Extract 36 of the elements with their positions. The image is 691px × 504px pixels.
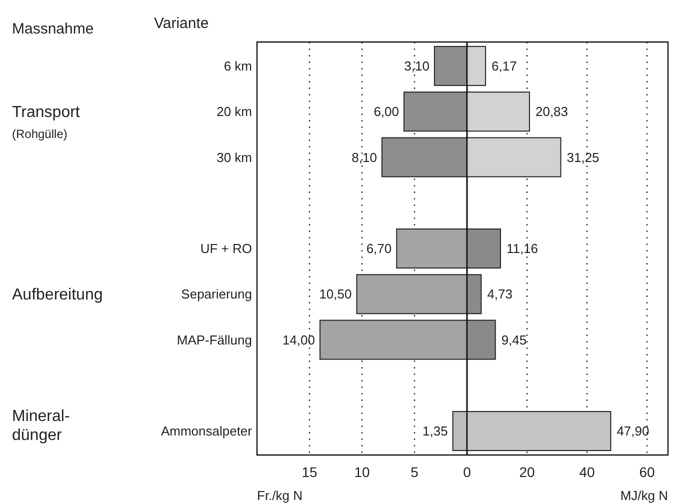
x-axis-title: MJ/kg N [620,488,668,503]
x-tick-label: 0 [463,464,472,480]
y-tick-label: 20 km [216,104,252,120]
x-tick-label: 20 [519,464,535,480]
text: Mineral-dünger [12,408,70,444]
y-tick-label: 30 km [216,150,252,165]
y-tick-label: 6 km [224,58,252,74]
y-tick-label: MAP-Fällung [176,332,252,348]
text: Massnahme [12,20,94,38]
data-label: 20,83 [535,104,568,120]
x-tick-label: 40 [579,464,595,480]
data-label: 1,35 [422,424,448,439]
y-axis-title: Variante [154,15,209,32]
data-label: 6,17 [492,58,517,74]
x-tick-label: 5 [410,464,419,480]
x-axis-title: Fr./kg N [257,488,303,503]
x-tick-label: 15 [302,464,318,480]
data-label: 10,50 [319,286,352,302]
data-label: 14,00 [282,332,315,348]
data-label: 9,45 [501,332,527,348]
x-tick-label: 10 [354,464,370,480]
data-label: 6,70 [366,241,392,256]
text: (Rohgülle) [12,126,68,141]
data-label: 6,00 [374,104,399,120]
data-label: 31,25 [566,150,600,165]
x-tick-label: 60 [639,464,655,480]
y-tick-label: Separierung [181,286,252,302]
text: Aufbereitung [12,286,103,304]
y-tick-label: UF + RO [200,241,252,256]
data-label: 47,90 [616,424,650,439]
text: Transport [12,104,80,122]
data-label: 11,16 [506,241,538,256]
y-tick-label: Ammonsalpeter [160,424,253,439]
data-label: 8,10 [352,150,377,165]
data-label: 3,10 [404,58,430,74]
data-label: 4,73 [487,286,513,302]
